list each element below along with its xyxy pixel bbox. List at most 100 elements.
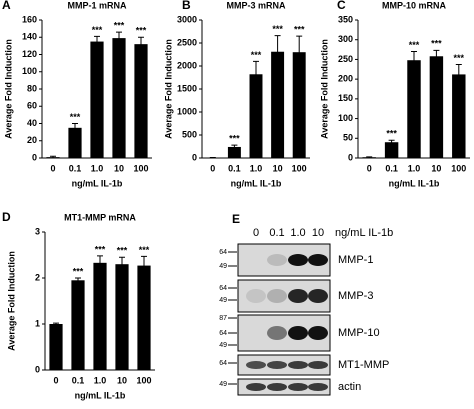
significance-label: *** bbox=[136, 26, 147, 36]
x-tick-label: 0.1 bbox=[385, 163, 398, 173]
x-axis-label: ng/mL IL-1b bbox=[75, 390, 126, 400]
chart-title: MT1-MMP mRNA bbox=[64, 212, 136, 222]
bar bbox=[429, 56, 444, 158]
y-tick-label: 20 bbox=[27, 135, 37, 145]
x-tick-label: 0.1 bbox=[69, 163, 82, 173]
error-bar bbox=[388, 139, 395, 145]
blot-band bbox=[288, 326, 308, 340]
y-tick-label: 100 bbox=[338, 113, 353, 123]
blot-band bbox=[267, 383, 287, 391]
significance-label: *** bbox=[409, 40, 420, 50]
bar bbox=[137, 265, 151, 370]
lane-label: 0 bbox=[253, 227, 259, 239]
y-tick-label: 250 bbox=[338, 54, 353, 64]
blot-band bbox=[267, 289, 287, 303]
blot-label: MMP-3 bbox=[338, 290, 373, 302]
y-tick-label: 200 bbox=[338, 74, 353, 84]
x-tick-label: 0 bbox=[210, 163, 215, 173]
blot-band bbox=[288, 383, 308, 391]
blot-band bbox=[267, 361, 287, 369]
bar bbox=[134, 44, 148, 158]
bar bbox=[115, 264, 129, 370]
x-axis-label: ng/mL IL-1b bbox=[231, 178, 282, 188]
significance-label: *** bbox=[386, 129, 397, 139]
error-bar bbox=[366, 156, 373, 158]
blot-band bbox=[267, 326, 287, 340]
error-bar bbox=[274, 35, 281, 68]
x-tick-label: 0 bbox=[367, 163, 372, 173]
blot-label: MMP-10 bbox=[338, 327, 380, 339]
x-tick-label: 10 bbox=[117, 375, 127, 385]
error-bar bbox=[231, 144, 238, 149]
y-tick-label: 300 bbox=[338, 34, 353, 44]
bar bbox=[227, 146, 241, 158]
error-bar bbox=[455, 64, 462, 85]
y-tick-label: 100 bbox=[22, 66, 37, 76]
x-tick-label: 1.0 bbox=[250, 163, 263, 173]
error-bar bbox=[53, 322, 59, 325]
y-tick-label: 3000 bbox=[177, 14, 197, 24]
error-bar bbox=[97, 255, 103, 270]
significance-label: *** bbox=[229, 133, 240, 143]
significance-label: *** bbox=[70, 112, 81, 122]
bar bbox=[90, 41, 104, 158]
blot-band bbox=[308, 254, 328, 266]
error-bar bbox=[116, 31, 122, 45]
blot-band bbox=[308, 326, 328, 340]
x-axis-label: ng/mL IL-1b bbox=[72, 178, 123, 188]
y-tick-label: 2000 bbox=[177, 60, 197, 70]
significance-label: *** bbox=[73, 266, 84, 276]
error-bar bbox=[433, 49, 440, 63]
lane-label: 0.1 bbox=[269, 227, 284, 239]
mw-marker: 49 bbox=[219, 342, 227, 349]
blot-band bbox=[288, 289, 308, 303]
bar bbox=[71, 280, 85, 370]
bar bbox=[93, 262, 107, 370]
mw-marker: 64 bbox=[219, 285, 227, 292]
bar bbox=[68, 127, 82, 158]
error-bar bbox=[253, 60, 259, 88]
bar bbox=[49, 324, 63, 370]
y-tick-label: 1500 bbox=[177, 83, 197, 93]
y-tick-label: 2 bbox=[35, 272, 40, 282]
significance-label: *** bbox=[95, 244, 106, 254]
mw-marker: 87 bbox=[219, 315, 227, 322]
blot-label: MT1-MMP bbox=[338, 359, 389, 371]
panel-letter: C bbox=[337, 0, 346, 12]
bar bbox=[384, 142, 399, 158]
y-axis-label: Average Fold Induction bbox=[163, 39, 173, 139]
blot-label: actin bbox=[338, 381, 361, 393]
mw-marker: 49 bbox=[219, 297, 227, 304]
panel-letter: E bbox=[232, 212, 240, 226]
chart-title: MMP-1 mRNA bbox=[67, 0, 127, 10]
y-tick-label: 80 bbox=[27, 83, 37, 93]
x-tick-label: 1.0 bbox=[94, 375, 107, 385]
y-tick-label: 140 bbox=[22, 32, 37, 42]
blot-label: MMP-1 bbox=[338, 254, 373, 266]
x-tick-label: 0.1 bbox=[72, 375, 85, 385]
significance-label: *** bbox=[431, 39, 442, 49]
y-tick-label: 500 bbox=[182, 129, 197, 139]
x-tick-label: 10 bbox=[273, 163, 283, 173]
panel-letter: B bbox=[182, 0, 191, 12]
x-tick-label: 100 bbox=[292, 163, 307, 173]
blot-band bbox=[246, 361, 266, 369]
y-axis-label: Average Fold Induction bbox=[3, 39, 13, 139]
x-tick-label: 0 bbox=[53, 375, 58, 385]
x-tick-label: 10 bbox=[114, 163, 124, 173]
error-bar bbox=[138, 36, 144, 52]
lane-unit: ng/mL IL-1b bbox=[335, 227, 393, 239]
y-tick-label: 2500 bbox=[177, 37, 197, 47]
y-tick-label: 40 bbox=[27, 118, 37, 128]
lane-label: 10 bbox=[312, 227, 324, 239]
y-tick-label: 150 bbox=[338, 93, 353, 103]
y-tick-label: 350 bbox=[338, 14, 353, 24]
y-axis-label: Average Fold Induction bbox=[319, 39, 329, 139]
x-tick-label: 1.0 bbox=[408, 163, 421, 173]
significance-label: *** bbox=[272, 24, 283, 34]
significance-label: *** bbox=[92, 25, 103, 35]
y-tick-label: 0 bbox=[32, 152, 37, 162]
panel-letter: A bbox=[2, 0, 11, 12]
y-tick-label: 50 bbox=[343, 133, 353, 143]
